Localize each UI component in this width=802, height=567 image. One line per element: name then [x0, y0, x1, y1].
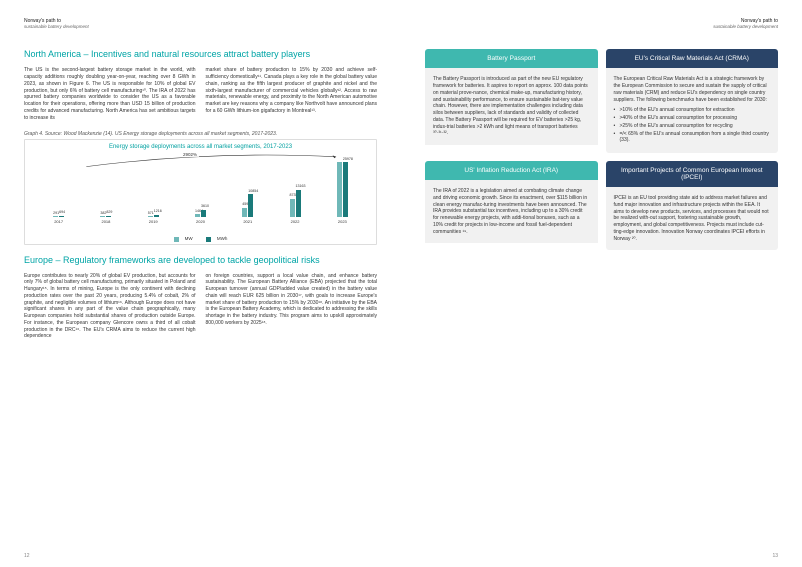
info-card: EU's Critical Raw Materials Act (CRMA)Th…: [606, 49, 779, 153]
info-card: US' Inflation Reduction Act (IRA)The IRA…: [425, 161, 598, 250]
year-group: 2916942017: [39, 157, 79, 224]
bar-mwh: [59, 216, 64, 217]
energy-storage-chart: Energy storage deployments across all ma…: [24, 139, 377, 244]
card-title: Battery Passport: [425, 49, 598, 68]
page-header-right: Norway's path to sustainable battery dev…: [425, 18, 778, 29]
bar-mw: [100, 216, 105, 217]
card-body: The Battery Passport is introduced as pa…: [425, 68, 598, 145]
header-line2-r: sustainable battery development: [425, 24, 778, 29]
bar-mwh: [201, 210, 206, 218]
bar-mw: [195, 214, 200, 217]
card-title: EU's Critical Raw Materials Act (CRMA): [606, 49, 779, 68]
card-body: The IRA of 2022 is a legislation aimed a…: [425, 180, 598, 243]
bar-mw: [148, 216, 153, 217]
card-bullet: =/< 65% of the EU's annual consumption f…: [614, 131, 771, 145]
year-group: 146436102020: [181, 157, 221, 224]
eu-columns: Europe contributes to nearly 20% of glob…: [24, 273, 377, 341]
chart-caption: Graph 4. Source: Wood Mackenzie (14). US…: [24, 131, 377, 137]
na-columns: The US is the second-largest battery sto…: [24, 67, 377, 121]
heading-europe: Europe – Regulatory frameworks are devel…: [24, 255, 377, 265]
chart-bars: 2916942017382829201857112162019146436102…: [31, 154, 370, 224]
info-card: Battery PassportThe Battery Passport is …: [425, 49, 598, 153]
year-label: 2023: [338, 219, 347, 224]
page-number-right: 13: [772, 553, 778, 559]
page-number-left: 12: [24, 553, 30, 559]
card-title: US' Inflation Reduction Act (IRA): [425, 161, 598, 180]
year-group: 4599108542021: [228, 157, 268, 224]
year-label: 2017: [54, 219, 63, 224]
na-col1: The US is the second-largest battery sto…: [24, 67, 196, 121]
na-col2: market share of battery production to 15…: [206, 67, 378, 121]
eu-col2: on foreign countries, support a local va…: [206, 273, 378, 341]
page-header-left: Norway's path to sustainable battery dev…: [24, 18, 377, 29]
card-bullet: >25% of the EU's annual consumption for …: [614, 123, 771, 130]
heading-north-america: North America – Incentives and natural r…: [24, 49, 377, 59]
year-label: 2019: [149, 219, 158, 224]
year-label: 2018: [101, 219, 110, 224]
card-bullet: >10% of the EU's annual consumption for …: [614, 107, 771, 114]
bar-mw: [53, 216, 58, 217]
card-bullet: >40% of the EU's annual consumption for …: [614, 115, 771, 122]
chart-legend: MW MWh: [31, 236, 370, 241]
bar-mwh: [296, 190, 301, 218]
bar-mw: [290, 199, 295, 217]
page-spread: Norway's path to sustainable battery dev…: [0, 0, 802, 567]
legend-mw: MW: [171, 236, 196, 241]
chart-title: Energy storage deployments across all ma…: [31, 144, 370, 150]
bar-mwh: [248, 194, 253, 217]
right-page: Norway's path to sustainable battery dev…: [401, 0, 802, 567]
year-label: 2020: [196, 219, 205, 224]
bar-mw: [242, 208, 247, 218]
bar-mwh: [106, 216, 111, 218]
year-group: 57112162019: [133, 157, 173, 224]
bar-mw: [337, 162, 342, 217]
bar-mwh: [343, 162, 348, 217]
info-cards-grid: Battery PassportThe Battery Passport is …: [425, 49, 778, 250]
year-label: 2021: [243, 219, 252, 224]
card-body: The European Critical Raw Materials Act …: [606, 68, 779, 153]
card-title: Important Projects of Common European In…: [606, 161, 779, 187]
year-label: 2022: [291, 219, 300, 224]
year-group: 259782023: [322, 157, 362, 224]
info-card: Important Projects of Common European In…: [606, 161, 779, 250]
left-page: Norway's path to sustainable battery dev…: [0, 0, 401, 567]
year-group: 3828292018: [86, 157, 126, 224]
card-body: IPCEI is an EU tool providing state aid …: [606, 187, 779, 250]
eu-col1: Europe contributes to nearly 20% of glob…: [24, 273, 196, 341]
legend-mwh: MWh: [203, 236, 231, 241]
header-line2: sustainable battery development: [24, 24, 377, 29]
year-group: 8735131632022: [275, 157, 315, 224]
chart-area: 2902% 2916942017382829201857112162019146…: [31, 154, 370, 234]
bar-mwh: [154, 215, 159, 218]
